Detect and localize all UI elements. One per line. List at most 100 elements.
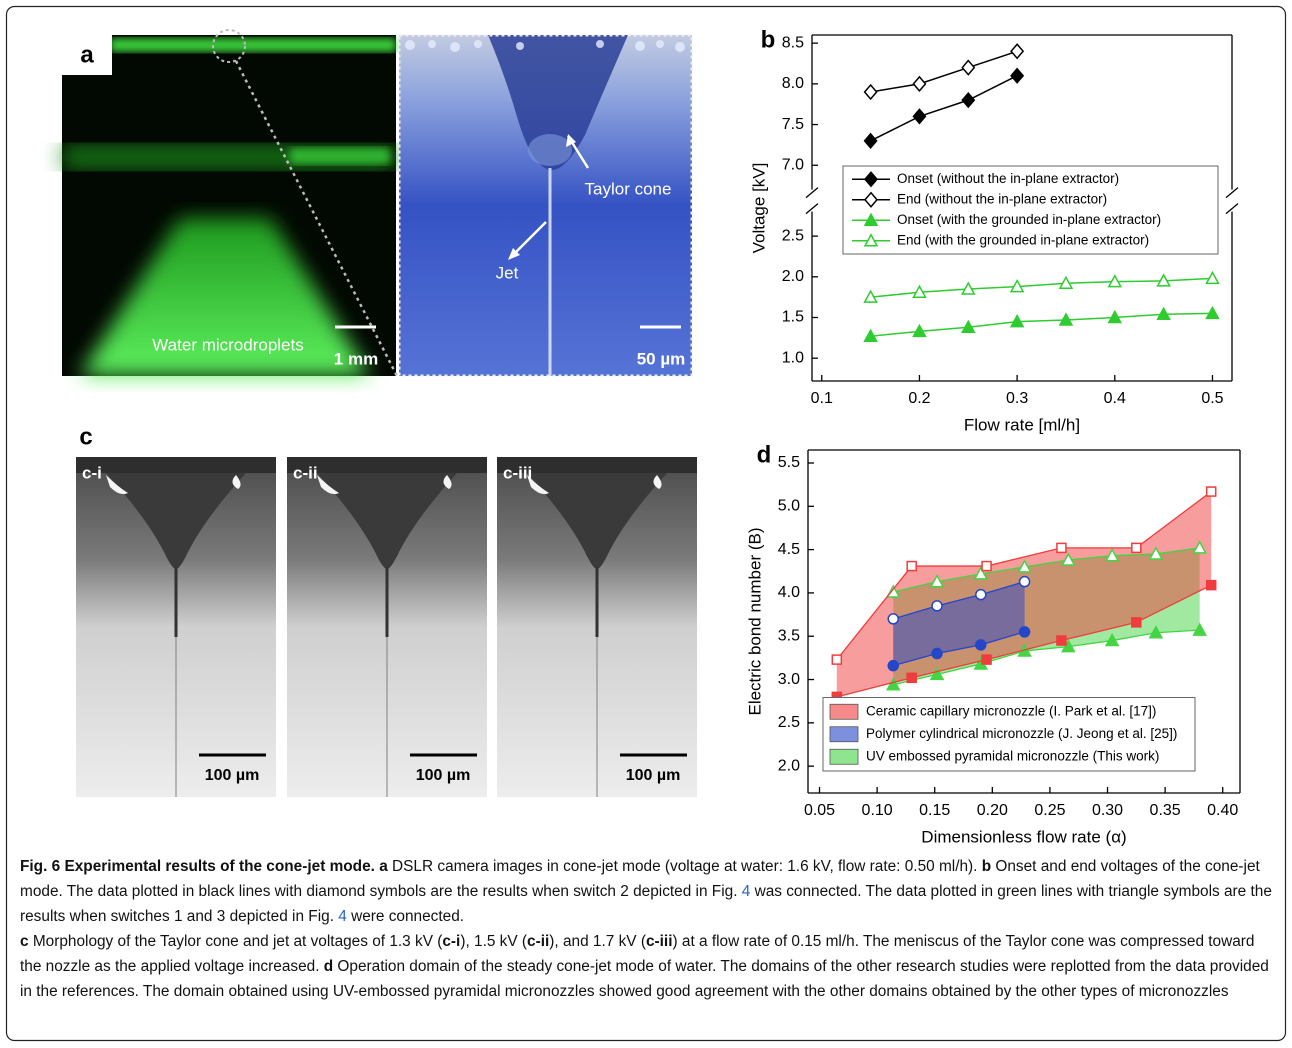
y-tick-label: 8.0 [782,75,804,92]
image-label: c-i [82,463,102,482]
scale-label: 100 µm [626,767,681,784]
range-area [893,581,1025,666]
panel-label: b [761,26,776,53]
marker [961,91,976,109]
image-label: Water microdroplets [152,335,303,354]
legend-label: Onset (without the in-plane extractor) [897,171,1119,186]
x-tick-label: 0.35 [1150,802,1181,819]
scale-label: 50 µm [637,349,686,368]
marker [929,666,945,681]
line [870,277,1213,298]
legend-swatch [829,726,859,743]
legend-swatch [829,748,859,765]
marker [1205,579,1217,591]
marker [1018,626,1031,638]
marker [863,83,878,101]
marker [1205,270,1220,285]
boundary-line [893,631,1025,667]
image-a-right [398,34,693,377]
boundary-line [893,581,1025,620]
caption-text: c [20,933,29,950]
marker [887,613,899,625]
caption-text: d [323,958,334,975]
x-tick-label: 0.05 [804,802,835,819]
x-axis-title: Flow rate [ml/h] [964,415,1080,434]
marker [1131,542,1142,554]
marker [931,600,943,612]
marker [1058,275,1074,290]
legend-frame [822,697,1196,772]
axis-break [805,187,819,199]
x-tick-label: 0.20 [977,802,1008,819]
x-axis-title: Dimensionless flow rate (α) [921,827,1126,846]
caption-text: Onset and end voltages of the cone-jet m… [20,858,1260,900]
y-tick-label: 7.0 [782,156,804,173]
panel-label: d [757,441,772,468]
marker [1009,314,1025,328]
y-tick-label: 2.5 [782,227,804,244]
marker [1010,67,1025,84]
image-label: c-ii [293,463,318,482]
marker [1061,639,1076,653]
legend-label: UV embossed pyramidal micronozzle (This … [866,748,1159,763]
y-tick-label: 7.5 [782,116,804,133]
y-tick-label: 2.5 [778,714,800,731]
marker [1192,622,1207,636]
panel-label: a [80,41,94,68]
marker [912,323,927,338]
scale-label: 100 µm [205,767,260,784]
marker [1018,575,1031,588]
marker [931,647,943,660]
marker [906,560,917,572]
marker [885,677,901,691]
y-tick-label: 1.5 [782,309,804,326]
caption-text[interactable]: 4 [741,883,751,900]
caption-text: c-i [442,933,461,950]
marker [1192,540,1207,554]
marker [1061,552,1076,566]
axis-break [1225,203,1239,215]
marker [863,132,878,149]
marker [863,328,878,342]
marker [961,319,976,334]
caption: Fig. 6 Experimental results of the cone-… [20,854,1272,1004]
marker [1205,305,1220,320]
caption-text: ), and 1.7 kV ( [549,933,646,950]
caption-text: was connected. The data plotted in green… [20,883,1272,925]
x-tick-label: 0.30 [1092,802,1123,819]
x-tick-label: 0.2 [908,390,930,407]
x-tick-label: 0.10 [862,802,893,819]
x-tick-label: 0.40 [1207,802,1238,819]
marker [961,281,976,295]
marker [1131,617,1142,628]
x-tick-label: 0.5 [1201,390,1223,407]
marker [961,59,976,76]
figure-frame [5,5,1287,1042]
legend-label: Ceramic capillary micronozzle (I. Park e… [866,703,1156,718]
y-tick-label: 2.0 [778,757,800,774]
x-tick-label: 0.15 [919,802,950,819]
marker [1010,43,1025,60]
marker [1148,546,1164,560]
legend-marker [864,191,878,208]
legend-swatch [829,703,859,720]
marker [981,560,992,572]
legend-marker [863,212,879,226]
marker [975,588,987,601]
image-label: c-iii [503,463,532,482]
boundary-line [893,547,1200,593]
caption-text: b [981,858,992,875]
marker [1017,559,1032,573]
scale-label: 100 µm [416,767,471,784]
y-tick-label: 1.0 [782,349,804,366]
marker [1107,309,1123,324]
x-tick-label: 0.4 [1104,390,1126,407]
caption-text: DSLR camera images in cone-jet mode (vol… [387,858,982,875]
marker [912,75,927,92]
marker [973,566,989,580]
y-tick-label: 5.5 [778,454,800,471]
marker [1107,274,1123,288]
y-axis-title: Electric bond number (B) [745,527,764,715]
caption-text[interactable]: 4 [338,908,347,925]
marker [1058,312,1074,326]
